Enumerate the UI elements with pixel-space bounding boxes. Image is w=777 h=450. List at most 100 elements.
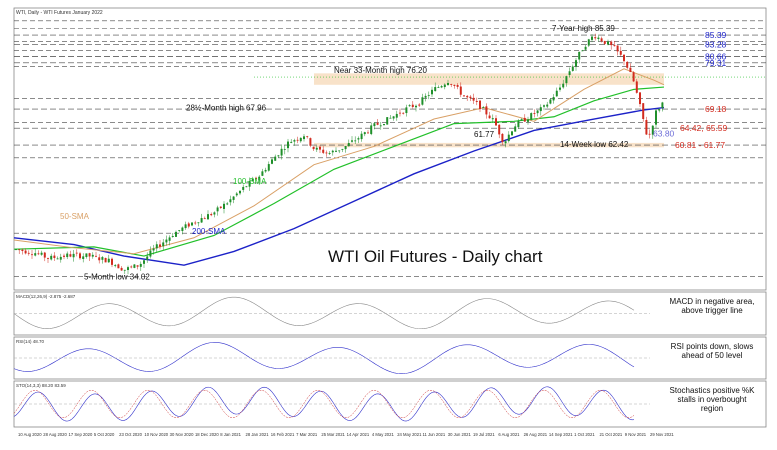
candle-body <box>488 115 491 119</box>
resistance-label-3: 79.31 <box>705 58 727 68</box>
annotation-3: 61.77 <box>474 130 495 139</box>
candle-body <box>114 265 117 267</box>
candle-body <box>536 110 539 114</box>
candle-body <box>213 212 216 215</box>
candle-body <box>165 239 168 243</box>
x-tick-label-15: 24 May 2021 <box>397 432 422 437</box>
candle-body <box>338 150 341 152</box>
candles <box>15 33 664 275</box>
candle-body <box>607 41 609 45</box>
candle-body <box>610 41 613 46</box>
candle-body <box>75 252 78 254</box>
candle-body <box>187 223 190 227</box>
candle-body <box>143 260 145 264</box>
candle-body <box>18 249 21 251</box>
candle-body <box>543 105 545 107</box>
indicator-line-1 <box>13 342 635 374</box>
annotation-1: Near 33-Month high 76.20 <box>334 66 428 75</box>
candle-body <box>15 249 17 250</box>
candle-body <box>629 67 632 73</box>
candle-body <box>91 254 94 257</box>
candle-body <box>200 218 203 223</box>
candle-body <box>146 256 149 260</box>
x-tick-label-12: 25 Mar 2021 <box>321 432 345 437</box>
main-panel <box>13 7 767 291</box>
candle-body <box>405 107 408 114</box>
sma50-line <box>13 68 665 255</box>
candle-body <box>661 102 664 109</box>
candle-body <box>59 256 62 260</box>
candle-body <box>344 146 347 150</box>
candle-body <box>408 105 411 107</box>
candle-body <box>632 72 635 82</box>
candle-body <box>242 186 245 190</box>
candle-body <box>98 257 101 261</box>
candle-body <box>255 177 257 180</box>
candle-body <box>456 84 459 87</box>
candle-body <box>463 95 465 97</box>
candle-body <box>399 112 401 114</box>
candle-body <box>347 143 350 147</box>
candle-body <box>623 54 625 62</box>
candle-body <box>34 253 37 256</box>
candle-body <box>229 199 232 203</box>
annotation-0: 7-Year high 85.39 <box>552 24 615 33</box>
candle-body <box>520 119 523 121</box>
candle-body <box>271 159 273 164</box>
candle-body <box>514 126 517 132</box>
indicator-header-1: RSI(14) 48.70 <box>16 339 45 344</box>
x-tick-label-20: 26 Aug 2021 <box>524 432 548 437</box>
indicator-header-2: STO(14,3,3) 88.20 83.59 <box>16 383 66 388</box>
x-tick-label-4: 23 Oct 2020 <box>119 432 142 437</box>
candle-body <box>287 141 289 149</box>
candle-body <box>437 86 440 88</box>
candle-body <box>251 178 254 182</box>
candle-body <box>466 95 469 98</box>
x-tick-label-25: 29 Nov 2021 <box>650 432 674 437</box>
x-tick-labels: 10 Aug 2020 28 Aug 2020 17 Sep 2020 5 Oct 2… <box>18 432 674 437</box>
symbol-header: WTI, Daily - WTI Futures January 2022 <box>16 10 103 16</box>
candle-body <box>248 180 251 187</box>
candle-body <box>335 150 337 152</box>
candle-body <box>130 266 133 268</box>
sma100-label: 100-SMA <box>233 177 267 186</box>
candle-body <box>296 139 299 141</box>
candle-body <box>600 38 603 42</box>
candle-body <box>53 255 56 258</box>
sma200-line <box>13 106 665 266</box>
candle-body <box>648 133 651 135</box>
candle-body <box>658 109 661 111</box>
indicator-line-0 <box>13 296 635 330</box>
candle-body <box>450 84 453 85</box>
candle-body <box>21 249 24 252</box>
candle-body <box>559 87 561 90</box>
candle-body <box>424 95 427 98</box>
support-label-1: 64.42, 65.59 <box>680 123 728 133</box>
candle-body <box>331 150 334 153</box>
candle-body <box>389 117 392 119</box>
x-tick-label-16: 11 Jun 2021 <box>422 432 445 437</box>
candle-body <box>216 207 219 212</box>
candle-body <box>443 84 446 88</box>
candle-body <box>533 113 536 114</box>
zone-0 <box>314 73 664 85</box>
resistance-label-0: 85.39 <box>705 30 727 40</box>
x-tick-label-14: 4 May 2021 <box>372 432 395 437</box>
indicator-note-1: ahead of 50 level <box>682 351 743 360</box>
indicator-header-0: MACD(12,26,9) -2.875 -2.687 <box>16 294 76 299</box>
candle-body <box>642 103 645 120</box>
candle-body <box>123 269 126 271</box>
candle-body <box>591 36 593 40</box>
candle-body <box>155 244 158 249</box>
candle-body <box>431 89 433 95</box>
indicator-note-0: MACD in negative area, <box>670 297 755 306</box>
candle-body <box>571 66 574 71</box>
x-tick-label-1: 28 Aug 2020 <box>43 432 67 437</box>
annotation-5: 5-Month low 34.02 <box>84 273 150 282</box>
indicator-note-2: stalls in overbought <box>678 395 748 404</box>
candle-body <box>69 254 72 257</box>
candle-body <box>351 140 353 142</box>
candle-body <box>315 147 318 150</box>
